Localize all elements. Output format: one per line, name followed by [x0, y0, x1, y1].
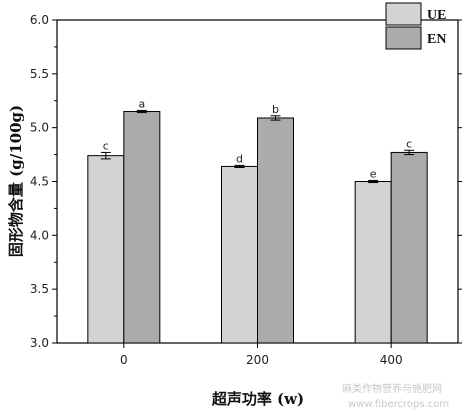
y-tick-label: 5.0: [30, 121, 49, 135]
y-tick-label: 4.0: [30, 228, 49, 242]
legend: UE EN: [385, 2, 446, 50]
legend-swatch-en: [385, 26, 422, 50]
x-axis-title: 超声功率 (w): [211, 390, 304, 408]
y-tick-label: 5.5: [30, 67, 49, 81]
bar-en-0: [123, 111, 161, 344]
y-axis-title: 固形物含量 (g/100g): [7, 105, 25, 257]
significance-letter: b: [272, 103, 279, 116]
watermark-line-2: www.fibercrops.com: [348, 399, 449, 410]
y-tick-label: 3.5: [30, 282, 49, 296]
significance-letter: c: [406, 137, 412, 150]
y-axis: 3.0 3.5 4.0 4.5 5.0 5.5 6.0: [30, 13, 462, 350]
legend-swatch-ue: [385, 2, 422, 26]
bar-ue-400: [354, 181, 392, 344]
legend-label-en: EN: [427, 32, 446, 47]
significance-letter: d: [236, 152, 243, 165]
significance-letter: e: [370, 167, 377, 180]
y-tick-label: 6.0: [30, 13, 49, 27]
y-tick-label: 4.5: [30, 175, 49, 189]
y-tick-label: 3.0: [30, 336, 49, 350]
bars-group: c a d b e c: [87, 97, 428, 344]
bar-en-200: [257, 117, 294, 344]
watermark-line-1: 麻类作物营养与施肥网: [342, 382, 442, 395]
significance-letter: a: [138, 97, 145, 110]
x-tick-label: 200: [246, 353, 269, 367]
x-axis: 0 200 400: [120, 343, 403, 367]
significance-letter: c: [103, 139, 109, 152]
bar-en-400: [390, 151, 428, 344]
bar-ue-200: [221, 165, 258, 344]
legend-label-ue: UE: [427, 8, 446, 23]
bar-ue-0: [87, 155, 125, 344]
x-tick-label: 400: [380, 353, 403, 367]
x-tick-label: 0: [120, 353, 128, 367]
